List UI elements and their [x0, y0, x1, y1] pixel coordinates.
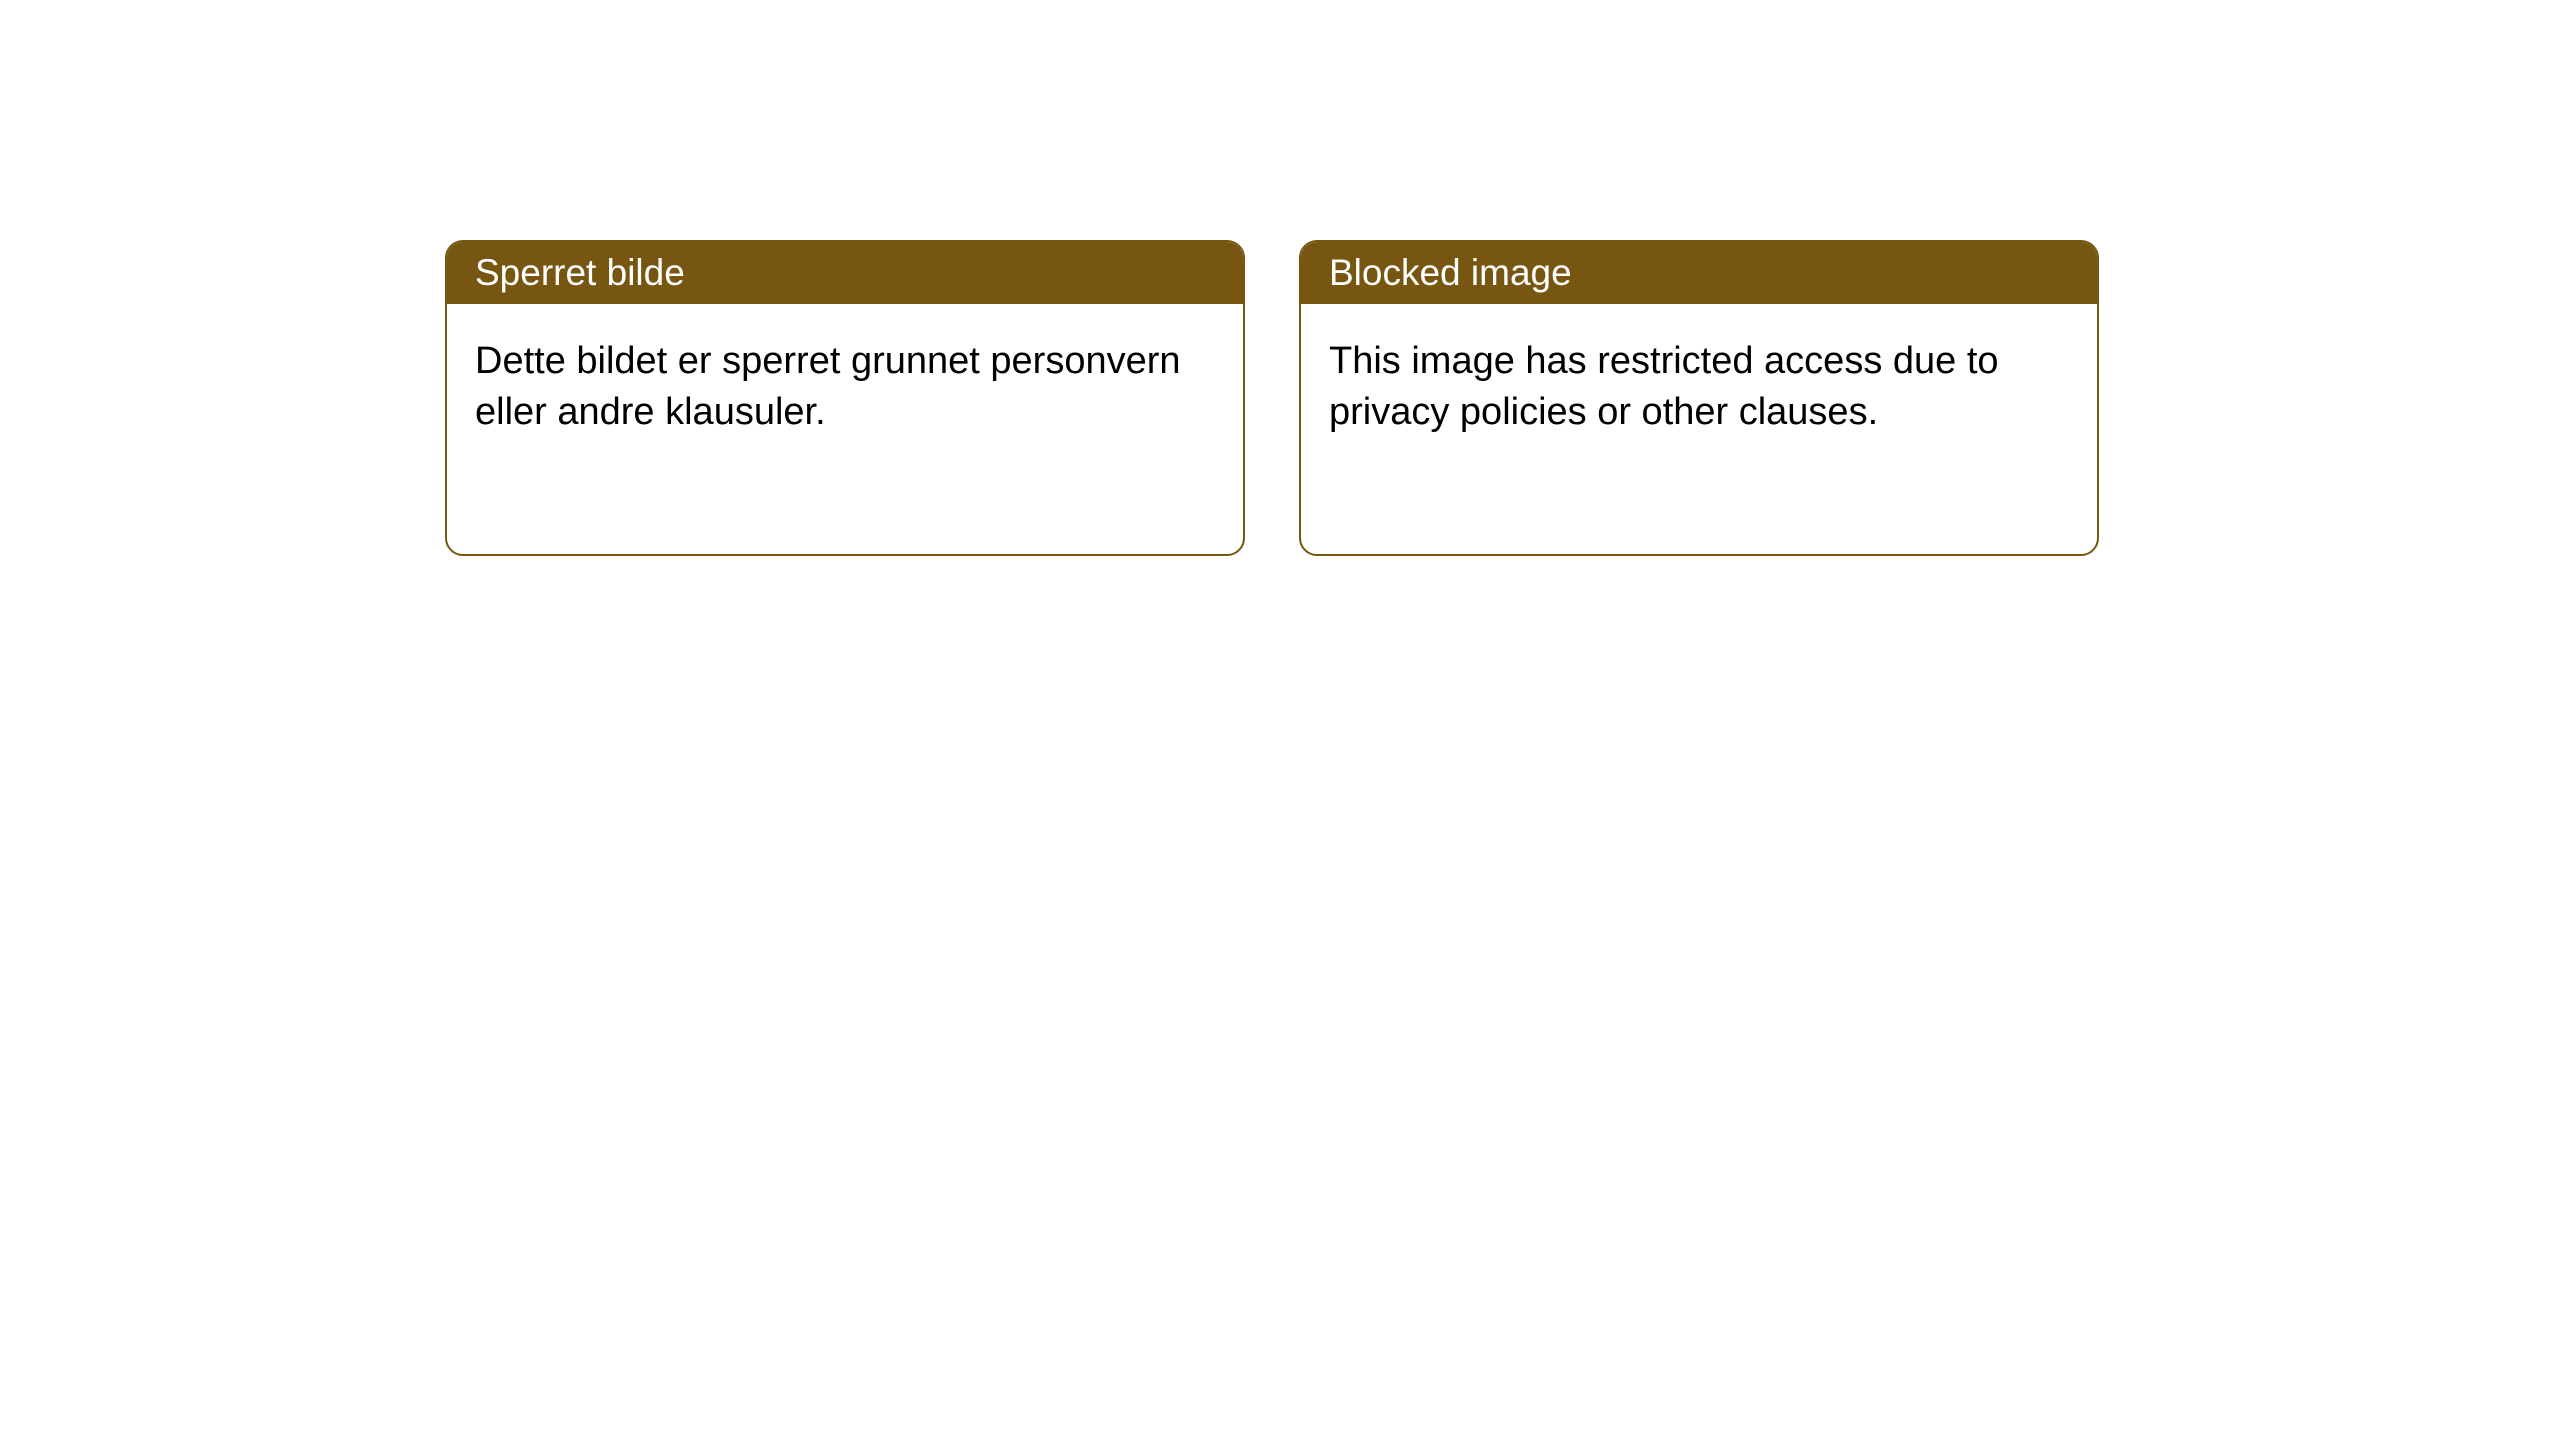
card-title-en: Blocked image	[1329, 252, 1572, 293]
card-header-en: Blocked image	[1301, 242, 2097, 304]
card-title-no: Sperret bilde	[475, 252, 685, 293]
card-header-no: Sperret bilde	[447, 242, 1243, 304]
card-message-no: Dette bildet er sperret grunnet personve…	[475, 340, 1181, 433]
blocked-image-card-no: Sperret bilde Dette bildet er sperret gr…	[445, 240, 1245, 556]
blocked-image-card-en: Blocked image This image has restricted …	[1299, 240, 2099, 556]
card-body-en: This image has restricted access due to …	[1301, 304, 2097, 554]
card-message-en: This image has restricted access due to …	[1329, 340, 1999, 433]
blocked-image-cards: Sperret bilde Dette bildet er sperret gr…	[445, 240, 2099, 556]
card-body-no: Dette bildet er sperret grunnet personve…	[447, 304, 1243, 554]
